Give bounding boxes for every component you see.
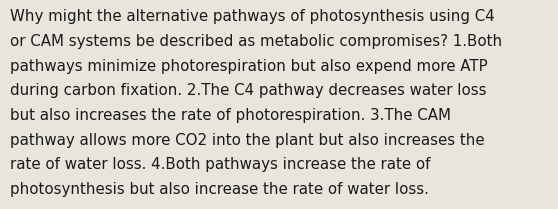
Text: Why might the alternative pathways of photosynthesis using C4: Why might the alternative pathways of ph… — [10, 9, 495, 24]
Text: photosynthesis but also increase the rate of water loss.: photosynthesis but also increase the rat… — [10, 182, 429, 197]
Text: during carbon fixation. 2.The C4 pathway decreases water loss: during carbon fixation. 2.The C4 pathway… — [10, 83, 487, 98]
Text: rate of water loss. 4.Both pathways increase the rate of: rate of water loss. 4.Both pathways incr… — [10, 157, 431, 172]
Text: but also increases the rate of photorespiration. 3.The CAM: but also increases the rate of photoresp… — [10, 108, 451, 123]
Text: pathway allows more CO2 into the plant but also increases the: pathway allows more CO2 into the plant b… — [10, 133, 485, 148]
Text: or CAM systems be described as metabolic compromises? 1.Both: or CAM systems be described as metabolic… — [10, 34, 502, 49]
Text: pathways minimize photorespiration but also expend more ATP: pathways minimize photorespiration but a… — [10, 59, 488, 74]
